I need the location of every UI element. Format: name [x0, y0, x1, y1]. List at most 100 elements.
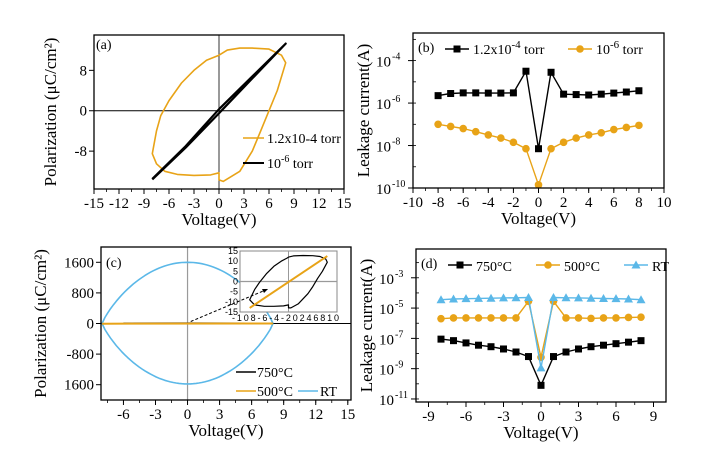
d-ytick-label: 10 — [379, 332, 394, 348]
d-point — [462, 314, 470, 322]
b-point — [509, 138, 518, 147]
c-xtick-label: 6 — [248, 407, 256, 423]
b-point — [447, 90, 455, 98]
d-legend-marker-1 — [544, 261, 552, 269]
c-legend-label-0: 750°C — [257, 366, 293, 381]
b-legend-marker-0 — [453, 45, 461, 53]
b-point — [622, 123, 631, 132]
b-point — [547, 144, 555, 153]
d-point — [636, 295, 646, 304]
a-ytick-label: -8 — [75, 144, 88, 160]
d-legend-marker-0 — [456, 261, 464, 269]
c-xtick-label: 12 — [308, 407, 323, 423]
d-ylabel: Leakage current(A) — [357, 259, 376, 393]
a-series-0 — [151, 47, 287, 183]
c-xtick-label: 3 — [216, 407, 224, 423]
b-xtick-label: -10 — [403, 195, 423, 211]
d-point — [612, 314, 620, 322]
c-inset-pointer-arrow — [262, 289, 268, 293]
a-ytick-label: 8 — [80, 63, 88, 79]
panel-c: -6 -3 0 3 6 9 12 15 1600 -800 0 800 1600 Voltage(V) Po… — [31, 246, 355, 440]
a-ylabel: Polarization (μC/cm²) — [41, 38, 60, 187]
d-point — [624, 313, 633, 322]
d-point — [550, 353, 557, 361]
b-point — [534, 181, 543, 189]
b-ytick-label: 10 — [376, 55, 391, 71]
b-point — [622, 88, 630, 96]
b-point — [635, 121, 643, 130]
c-inset-ytick-label: -10 — [225, 297, 238, 307]
c-ytick-label: 1600 — [64, 255, 94, 271]
d-ytick-exponent: -5 — [395, 299, 403, 310]
c-inset-ytick-label: 5 — [233, 266, 238, 276]
d-series-0 — [440, 338, 642, 386]
b-point — [509, 89, 517, 97]
d-point — [511, 293, 521, 302]
a-ytick-label: 0 — [80, 104, 88, 120]
b-point — [446, 122, 455, 131]
b-point — [572, 134, 580, 142]
c-inset-pointer — [190, 288, 269, 322]
b-point — [522, 67, 530, 75]
d-xtick-label: -3 — [497, 409, 510, 425]
d-point — [562, 314, 570, 322]
b-point — [497, 134, 505, 142]
b-xtick-label: 4 — [585, 195, 593, 211]
a-xtick-label: 15 — [337, 196, 352, 212]
d-point — [561, 293, 571, 302]
a-xtick-label: 9 — [290, 196, 298, 212]
d-point — [437, 335, 445, 343]
c-xtick-label: 15 — [340, 407, 355, 423]
c-ylabel: Polarization (μC/cm²) — [31, 249, 50, 398]
d-point — [536, 363, 546, 372]
d-xtick-label: 0 — [537, 409, 545, 425]
panel-a: -15 -12 -9 -6 -3 0 3 6 9 12 15 -8 0 8 Voltage(V) Polari… — [41, 34, 352, 229]
d-xtick-label: -9 — [422, 409, 435, 425]
b-legend-marker-1 — [576, 45, 584, 53]
d-point — [487, 314, 495, 322]
d-point — [586, 293, 596, 302]
a-legend-label-1: 10-6 torr — [267, 154, 313, 172]
d-xlabel: Voltage(V) — [503, 423, 578, 442]
a-series-1 — [151, 42, 287, 181]
b-xtick-label: 10 — [657, 195, 672, 211]
d-point — [599, 294, 608, 303]
d-point — [474, 293, 483, 302]
a-xtick-label: 3 — [240, 196, 248, 212]
d-point — [474, 314, 483, 322]
d-point — [611, 294, 621, 303]
c-ytick-label: -800 — [67, 347, 95, 363]
b-ytick-exponent: -10 — [392, 179, 405, 190]
b-point — [434, 92, 442, 100]
a-xlabel: Voltage(V) — [181, 210, 256, 229]
c-xtick-label: 0 — [184, 407, 192, 423]
b-xtick-label: -6 — [457, 195, 470, 211]
b-point — [472, 89, 480, 97]
d-point — [625, 338, 632, 346]
b-ytick-label: 10 — [376, 97, 391, 113]
d-series-1 — [440, 300, 642, 358]
b-ytick-exponent: -4 — [392, 52, 400, 63]
c-xtick-label: -3 — [149, 407, 162, 423]
d-legend-label-0: 750°C — [476, 260, 512, 275]
c-inset-ytick-label: 15 — [228, 246, 238, 256]
c-panel-label: (c) — [106, 256, 122, 271]
c-legend-label-1: 500°C — [257, 385, 293, 400]
d-ytick-label: 10 — [379, 393, 394, 409]
b-point — [497, 89, 505, 97]
b-series-1 — [437, 123, 640, 186]
b-point — [610, 89, 618, 97]
c-inset-series-500 — [249, 255, 328, 309]
a-xtick-label: -12 — [109, 196, 129, 212]
d-point — [524, 292, 533, 301]
d-point — [637, 337, 645, 345]
b-xlabel: Voltage(V) — [501, 209, 576, 228]
d-ytick-exponent: -7 — [395, 329, 403, 340]
d-point — [450, 337, 457, 345]
b-point — [610, 125, 618, 134]
b-xtick-label: -2 — [507, 195, 520, 211]
b-point — [597, 90, 605, 98]
d-point — [449, 314, 458, 322]
